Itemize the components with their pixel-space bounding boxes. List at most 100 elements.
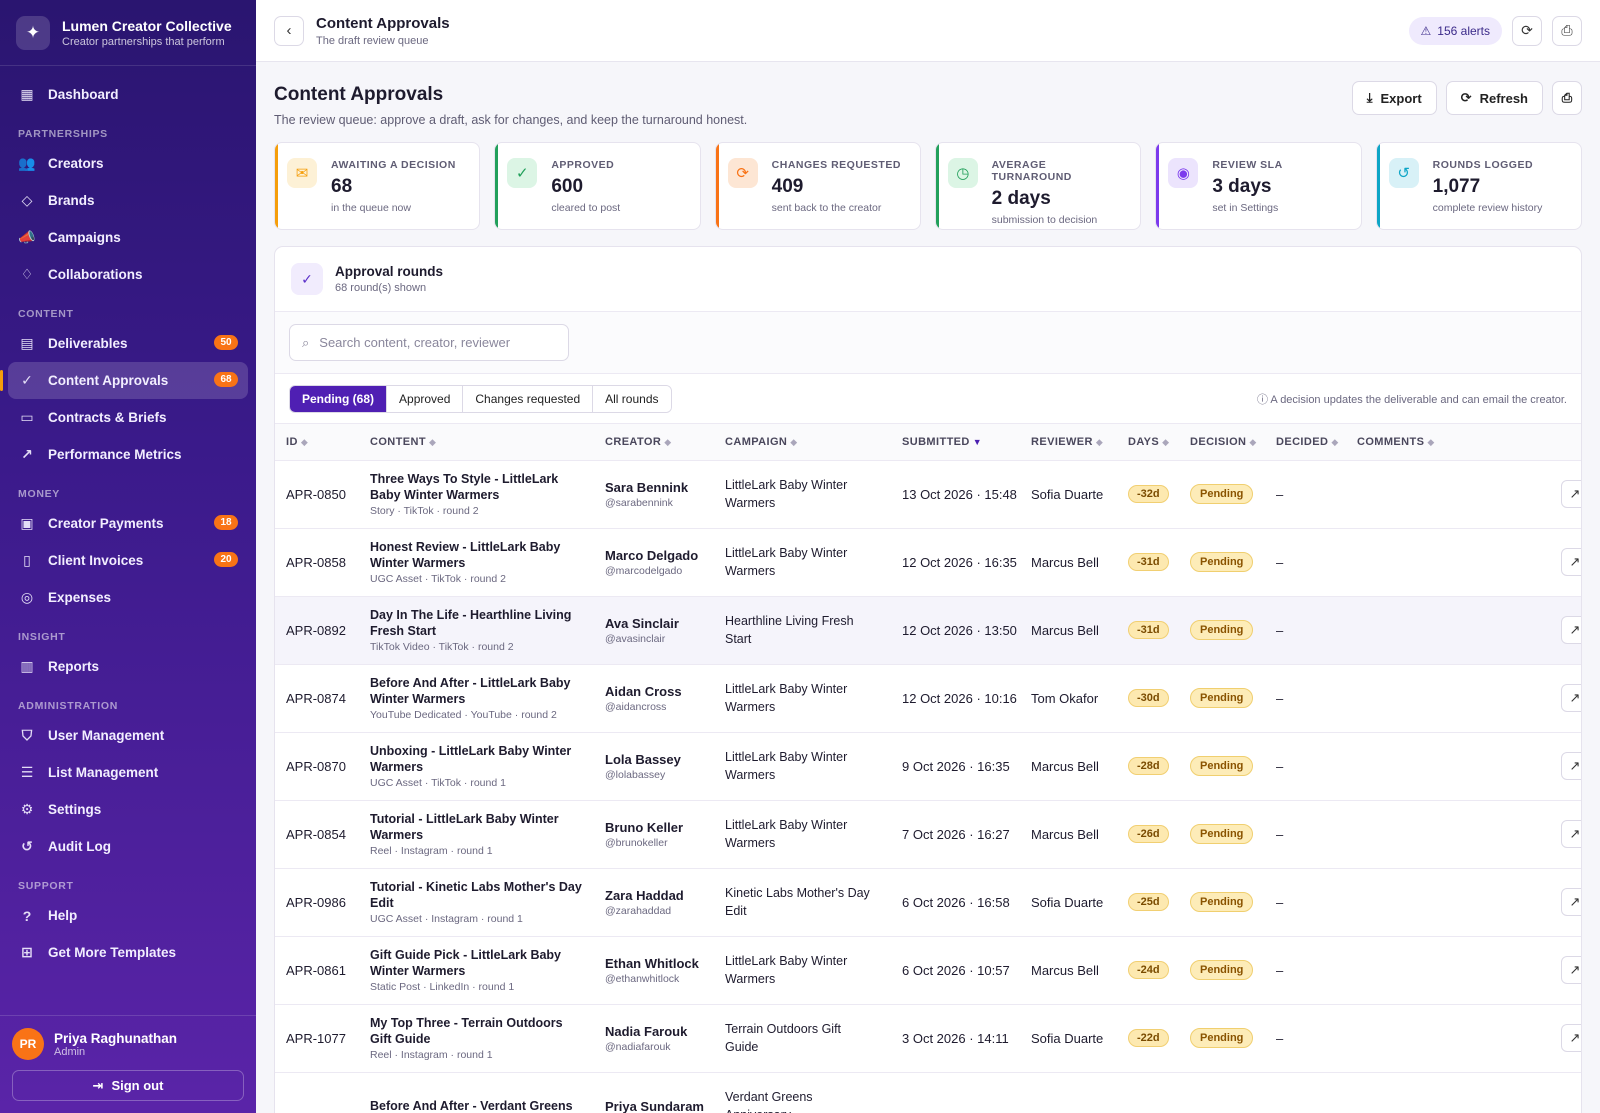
sidebar-item-reports[interactable]: ▥ Reports xyxy=(8,648,248,685)
sidebar-item-collaborations[interactable]: ♢ Collaborations xyxy=(8,256,248,293)
stat-card-review-sla: ◉ REVIEW SLA 3 days set in Settings xyxy=(1155,142,1362,230)
table-row[interactable]: Before And After - Verdant Greens Priya S… xyxy=(275,1072,1581,1113)
column-header-days[interactable]: DAYS ◆ xyxy=(1117,424,1179,461)
open-button[interactable]: ↗ xyxy=(1561,956,1581,984)
column-label: DAYS xyxy=(1128,435,1160,448)
table-row[interactable]: APR-0861 Gift Guide Pick - LittleLark Bab… xyxy=(275,936,1581,1005)
content-title[interactable]: My Top Three - Terrain Outdoors Gift Gui… xyxy=(370,1016,563,1046)
table-row[interactable]: APR-0858 Honest Review - LittleLark Baby … xyxy=(275,528,1581,597)
printer-icon: ⎙ xyxy=(1561,90,1573,105)
sidebar-item-deliverables[interactable]: ▤ Deliverables 50 xyxy=(8,325,248,362)
list-icon: ☰ xyxy=(20,764,34,780)
page-title: Content Approvals xyxy=(274,84,444,105)
cell-id: APR-0874 xyxy=(275,664,359,733)
sidebar-item-brands[interactable]: ◇ Brands xyxy=(8,182,248,219)
refresh-button[interactable]: ⟳ Refresh xyxy=(1445,81,1543,115)
user-profile[interactable]: PR Priya Raghunathan Admin xyxy=(12,1028,244,1060)
stat-label: APPROVED xyxy=(551,159,615,171)
content-title[interactable]: Before And After - Verdant Greens xyxy=(370,1099,573,1113)
sidebar-item-content-approvals[interactable]: ✓ Content Approvals 68 xyxy=(0,362,248,399)
external-link-icon: ↗ xyxy=(1569,1030,1581,1045)
sidebar-item-help[interactable]: ? Help xyxy=(8,897,248,934)
external-link-icon: ↗ xyxy=(1569,690,1581,705)
content-title[interactable]: Before And After - LittleLark Baby Winte… xyxy=(370,676,571,706)
content-title[interactable]: Day In The Life - Hearthline Living Fres… xyxy=(370,608,572,638)
open-button[interactable]: ↗ xyxy=(1561,752,1581,780)
tab-approved[interactable]: Approved xyxy=(386,385,463,412)
table-row[interactable]: APR-0870 Unboxing - LittleLark Baby Winte… xyxy=(275,732,1581,801)
tab-changes-requested[interactable]: Changes requested xyxy=(462,385,593,412)
search-box[interactable]: ⌕ xyxy=(289,324,569,361)
cell-actions: ↗ xyxy=(1466,664,1581,733)
sidebar-item-contracts-briefs[interactable]: ▭ Contracts & Briefs xyxy=(8,399,248,436)
content-title[interactable]: Tutorial - LittleLark Baby Winter Warmer… xyxy=(370,812,559,842)
submitted-date: 13 Oct 2026 · 15:48 xyxy=(902,486,1017,502)
cell-reviewer: Marcus Bell xyxy=(1020,528,1117,597)
tab-pending-68[interactable]: Pending (68) xyxy=(290,385,387,412)
sidebar-item-performance-metrics[interactable]: ↗ Performance Metrics xyxy=(8,436,248,473)
sidebar-item-audit-log[interactable]: ↺ Audit Log xyxy=(8,828,248,865)
cell-comments xyxy=(1346,868,1466,937)
content-title[interactable]: Three Ways To Style - LittleLark Baby Wi… xyxy=(370,472,559,502)
column-header-decided[interactable]: DECIDED ◆ xyxy=(1265,424,1346,461)
column-header-reviewer[interactable]: REVIEWER ◆ xyxy=(1020,424,1117,461)
cell-days: -32d xyxy=(1117,460,1179,529)
sidebar-item-creators[interactable]: 👥 Creators xyxy=(8,145,248,182)
sidebar-item-dashboard[interactable]: ▦ Dashboard xyxy=(8,76,248,113)
cell-id: APR-0858 xyxy=(275,528,359,597)
cell-content: Day In The Life - Hearthline Living Fres… xyxy=(359,596,594,665)
column-header-creator[interactable]: CREATOR ◆ xyxy=(594,424,714,461)
column-header-id[interactable]: ID ◆ xyxy=(275,424,359,461)
cell-decided: – xyxy=(1265,732,1346,801)
table-row[interactable]: APR-0874 Before And After - LittleLark Ba… xyxy=(275,664,1581,733)
print-icon-button[interactable]: ⎙ xyxy=(1552,15,1582,46)
table-row[interactable]: APR-0892 Day In The Life - Hearthline Liv… xyxy=(275,596,1581,665)
alerts-button[interactable]: ⚠ 156 alerts xyxy=(1408,16,1502,45)
sidebar-item-list-management[interactable]: ☰ List Management xyxy=(8,754,248,791)
open-button[interactable]: ↗ xyxy=(1561,616,1581,644)
content-title[interactable]: Honest Review - LittleLark Baby Winter W… xyxy=(370,540,561,570)
open-button[interactable]: ↗ xyxy=(1561,480,1581,508)
external-link-icon: ↗ xyxy=(1569,962,1581,977)
print-button[interactable]: ⎙ xyxy=(1552,81,1582,115)
table-row[interactable]: APR-0986 Tutorial - Kinetic Labs Mother's… xyxy=(275,868,1581,937)
search-input[interactable] xyxy=(319,335,540,350)
column-header-comments[interactable]: COMMENTS ◆ xyxy=(1346,424,1466,461)
stat-value: 409 xyxy=(771,176,804,197)
creator-handle: @aidancross xyxy=(605,700,667,713)
export-button[interactable]: ⤓ Export xyxy=(1351,81,1437,115)
cell-creator: Bruno Keller @brunokeller xyxy=(594,800,714,869)
sign-out-button[interactable]: ⇥ Sign out xyxy=(12,1070,244,1101)
sort-icon: ◆ xyxy=(1095,436,1104,447)
open-button[interactable]: ↗ xyxy=(1561,1024,1581,1052)
open-button[interactable]: ↗ xyxy=(1561,820,1581,848)
sidebar-item-campaigns[interactable]: 📣 Campaigns xyxy=(8,219,248,256)
table-row[interactable]: APR-0854 Tutorial - LittleLark Baby Winte… xyxy=(275,800,1581,869)
table-row[interactable]: APR-0850 Three Ways To Style - LittleLark… xyxy=(275,460,1581,529)
column-header-decision[interactable]: DECISION ◆ xyxy=(1179,424,1265,461)
refresh-icon: ⟳ xyxy=(1521,22,1533,38)
open-button[interactable]: ↗ xyxy=(1561,888,1581,916)
content-title[interactable]: Tutorial - Kinetic Labs Mother's Day Edi… xyxy=(370,880,582,910)
external-link-icon: ↗ xyxy=(1569,554,1581,569)
tab-all-rounds[interactable]: All rounds xyxy=(592,385,671,412)
open-button[interactable]: ↗ xyxy=(1561,684,1581,712)
content-meta: TikTok Video · TikTok · round 2 xyxy=(370,641,514,653)
sidebar-item-expenses[interactable]: ◎ Expenses xyxy=(8,579,248,616)
sidebar-item-get-more-templates[interactable]: ⊞ Get More Templates xyxy=(8,934,248,971)
sidebar-item-client-invoices[interactable]: ▯ Client Invoices 20 xyxy=(8,542,248,579)
cell-submitted: 13 Oct 2026 · 15:48 xyxy=(891,460,1020,529)
column-header-submitted[interactable]: SUBMITTED ▼ xyxy=(891,424,1020,461)
table-row[interactable]: APR-1077 My Top Three - Terrain Outdoors … xyxy=(275,1004,1581,1073)
sidebar-item-user-management[interactable]: ⛉ User Management xyxy=(8,717,248,754)
content-title[interactable]: Unboxing - LittleLark Baby Winter Warmer… xyxy=(370,744,572,774)
content-title[interactable]: Gift Guide Pick - LittleLark Baby Winter… xyxy=(370,948,562,978)
back-button[interactable]: ‹ xyxy=(274,15,304,46)
column-header-content[interactable]: CONTENT ◆ xyxy=(359,424,594,461)
sidebar-item-settings[interactable]: ⚙ Settings xyxy=(8,791,248,828)
open-button[interactable]: ↗ xyxy=(1561,548,1581,576)
sidebar-item-creator-payments[interactable]: ▣ Creator Payments 18 xyxy=(8,505,248,542)
sidebar-item-label: Deliverables xyxy=(48,336,128,351)
column-header-campaign[interactable]: CAMPAIGN ◆ xyxy=(714,424,891,461)
refresh-icon-button[interactable]: ⟳ xyxy=(1512,15,1542,46)
